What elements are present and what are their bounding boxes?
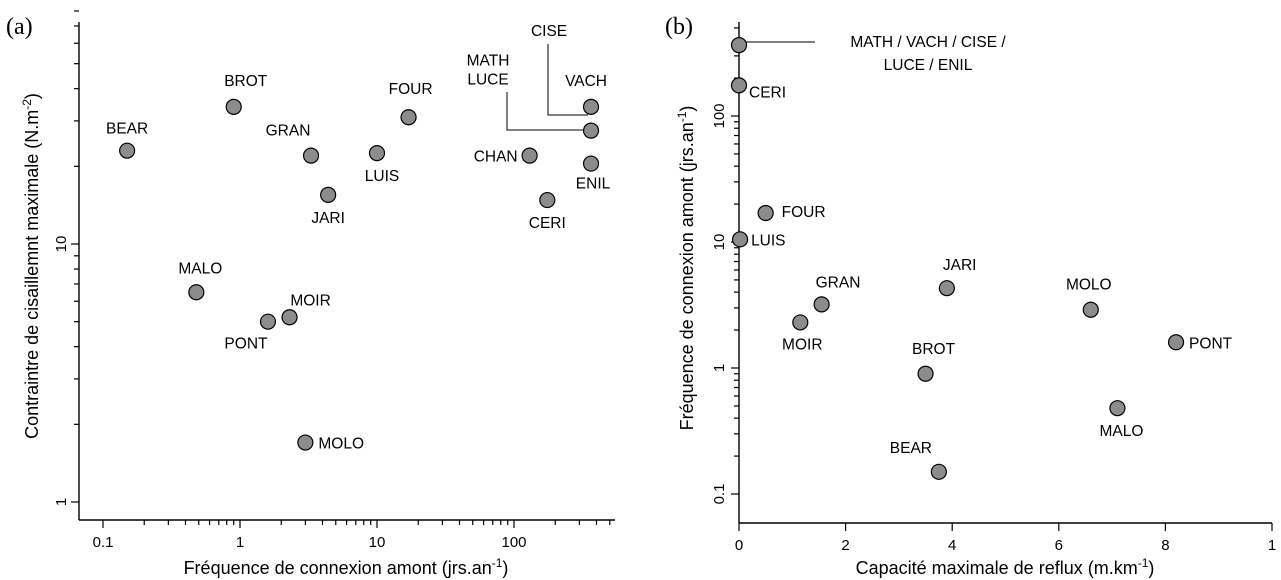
point-label-chan: CHAN — [474, 149, 518, 166]
panel-b-x-tick-label: 4 — [948, 537, 956, 554]
point-malo — [1109, 400, 1126, 417]
point-four — [757, 204, 774, 222]
point-math — [582, 122, 600, 139]
point-label-gran: GRAN — [816, 274, 861, 291]
point-label-jari: JARI — [311, 210, 345, 227]
point-label-malo: MALO — [178, 260, 222, 277]
point-gran — [813, 296, 830, 313]
point-luis — [731, 231, 749, 248]
point-bear — [119, 142, 136, 159]
panel-a-x-tick-label: 100 — [501, 534, 526, 551]
point-moir — [792, 314, 809, 331]
point-label-four: FOUR — [782, 204, 826, 221]
point-label-moir: MOIR — [290, 292, 330, 309]
panel-a-y-tick-label: 1 — [53, 498, 70, 506]
leader-line-cise — [547, 44, 588, 116]
point-bear — [930, 463, 947, 480]
point-pont — [1167, 334, 1185, 351]
point-label-bear: BEAR — [890, 440, 932, 457]
panel-b-points: CERI FOUR LUIS GRAN MOIR JARI MOLO PONT BROT MALO… — [730, 37, 1233, 480]
panel-a-x-axis-title: Fréquence de connexion amont (jrs.an-1) — [184, 556, 509, 578]
panel-b-x-tick-label: 1 — [1268, 537, 1276, 554]
point-gran — [302, 147, 320, 164]
panel-b-y-tick-label: 10 — [711, 234, 728, 251]
point-label-malo: MALO — [1099, 423, 1143, 440]
panel-b-y-tick-label: 100 — [711, 103, 728, 128]
panel-b: (b) 0 2 4 6 8 1 0.1 1 10 100 Capacité maximale de… — [665, 14, 1276, 578]
point-jari — [320, 186, 337, 203]
point-label-gran: GRAN — [266, 123, 311, 140]
point-enil — [582, 155, 600, 172]
point-label-molo: MOLO — [318, 436, 364, 453]
panel-a-x-tick-label: 0.1 — [93, 534, 114, 551]
panel-a-y-axis-title: Contraintre de cisaillemnt maximale (N.m… — [20, 93, 42, 439]
point-brot — [917, 365, 934, 382]
point-jari — [938, 280, 955, 297]
point-label-pont: PONT — [224, 336, 268, 353]
panel-a-label: (a) — [6, 14, 33, 40]
panel-a: (a) 0.1 1 10 100 1 10 Fréquence de connexion … — [6, 10, 615, 578]
point-vach — [582, 98, 600, 115]
panel-b-x-tick-label: 6 — [1055, 537, 1063, 554]
point-molo — [297, 434, 314, 451]
point-label-luis: LUIS — [365, 168, 399, 185]
panel-a-y-tick-label: 10 — [53, 236, 70, 253]
point-label-pont: PONT — [1189, 335, 1233, 352]
point-label-four: FOUR — [389, 81, 433, 98]
group-label-line2: LUCE / ENIL — [884, 57, 973, 74]
panel-a-ticks: 0.1 1 10 100 1 10 — [53, 10, 611, 551]
point-ceri — [730, 77, 748, 94]
panel-a-x-tick-label: 1 — [236, 534, 244, 551]
point-molo — [1082, 301, 1099, 318]
panel-b-y-tick-label: 1 — [711, 364, 728, 372]
panel-a-leader-lines — [506, 44, 588, 131]
point-label-molo: MOLO — [1066, 277, 1112, 294]
point-label-luis: LUIS — [751, 232, 785, 249]
point-brot — [225, 98, 242, 115]
panel-b-ticks: 0 2 4 6 8 1 0.1 1 10 100 — [711, 27, 1276, 554]
point-chan — [521, 147, 538, 164]
point-label-cise: CISE — [531, 23, 567, 40]
point-moir — [281, 309, 298, 326]
point-label-luce: LUCE — [467, 72, 508, 89]
point-label-ceri: CERI — [749, 84, 786, 101]
point-luis — [368, 145, 386, 162]
point-label-brot: BROT — [224, 73, 268, 90]
point-malo — [188, 284, 205, 301]
point-label-brot: BROT — [912, 341, 956, 358]
panel-b-y-axis-title: Fréquence de connexion amont (jrs.an-1) — [675, 106, 697, 431]
panel-b-x-axis-title: Capacité maximale de reflux (m.km-1) — [856, 556, 1155, 578]
point-label-vach: VACH — [565, 73, 607, 90]
panel-a-points: BEAR BROT GRAN JARI LUIS FOUR MALO PONT MOIR MOLO… — [106, 23, 611, 453]
point-label-moir: MOIR — [782, 336, 822, 353]
point-pont — [259, 313, 277, 330]
panel-a-x-tick-label: 10 — [369, 534, 386, 551]
point-math-vach-cise-luce-enil — [730, 37, 748, 54]
leader-line-math-luce — [506, 92, 588, 131]
point-label-bear: BEAR — [106, 121, 148, 138]
panel-b-x-tick-label: 0 — [735, 537, 743, 554]
point-label-math: MATH — [467, 53, 510, 70]
point-four — [400, 109, 417, 126]
point-label-ceri: CERI — [529, 215, 566, 232]
panel-b-label: (b) — [665, 14, 693, 40]
panel-b-y-tick-label: 0.1 — [711, 484, 728, 505]
point-label-jari: JARI — [943, 257, 977, 274]
point-label-enil: ENIL — [576, 176, 611, 193]
panel-b-x-tick-label: 8 — [1161, 537, 1169, 554]
panel-b-x-tick-label: 2 — [841, 537, 849, 554]
group-label-line1: MATH / VACH / CISE / — [850, 34, 1006, 51]
point-ceri — [539, 191, 556, 209]
